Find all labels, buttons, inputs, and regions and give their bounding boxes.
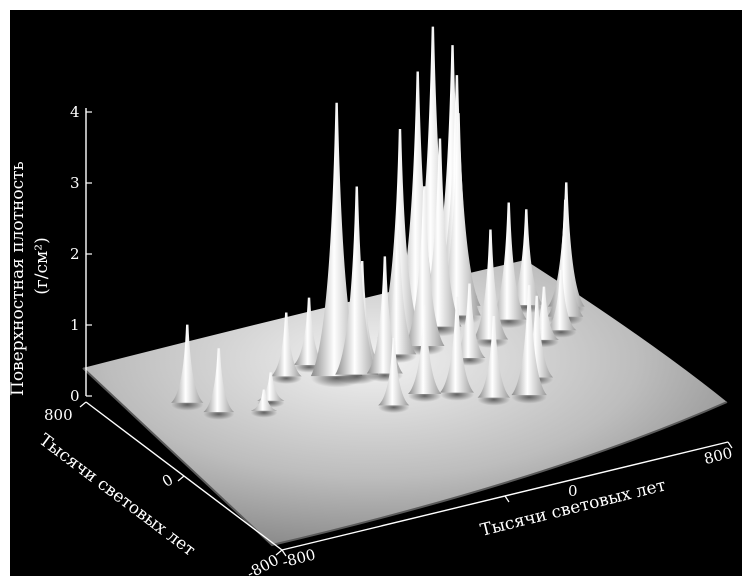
peak-spike: [270, 312, 302, 377]
z-tick-4: 4: [70, 103, 80, 121]
peak-spike: [529, 286, 559, 340]
density-peak: [203, 348, 235, 420]
peak-spike: [366, 256, 403, 374]
z-axis-label-line1: Поверхностная плотность: [10, 161, 28, 396]
peak-spike: [520, 295, 554, 378]
y-tick-800: 800: [44, 406, 73, 424]
density-peak: [250, 389, 278, 418]
peak-spike: [453, 283, 486, 359]
peak-spike: [203, 348, 235, 413]
z-tick-0: 0: [70, 387, 80, 405]
peak-spike: [171, 324, 204, 403]
peak-spike: [406, 26, 459, 308]
z-axis-ticks: [86, 111, 92, 397]
peak-spike: [511, 285, 547, 396]
y-axis-ticks: [79, 401, 283, 556]
peak-spike: [293, 297, 325, 366]
density-peak: [378, 337, 410, 414]
peak-spike: [250, 389, 278, 411]
peak-spike: [377, 128, 423, 339]
peak-spike: [418, 138, 462, 327]
peak-spike: [392, 71, 443, 324]
density-peak: [477, 316, 511, 406]
z-tick-2: 2: [70, 245, 80, 263]
peak-spike: [472, 229, 509, 340]
density-peak: [408, 305, 442, 402]
peak-spike: [477, 316, 511, 398]
density-peak: [440, 296, 474, 401]
figure: 0 1 2 3 4 Поверхностная плотность (г/см²…: [10, 10, 742, 576]
peaks-layer: [171, 26, 585, 420]
peak-spike: [335, 186, 379, 375]
surface-front-edge: [82, 367, 728, 547]
peak-spike: [490, 202, 527, 320]
peak-spike: [378, 337, 410, 406]
peak-spike: [436, 113, 481, 316]
peak-spike: [310, 102, 363, 377]
peak-spike: [509, 209, 544, 306]
peak-spike: [404, 186, 445, 347]
peak-spike: [408, 305, 442, 394]
peak-spike: [545, 269, 577, 331]
peak-spike: [547, 199, 584, 317]
density-peak: [270, 312, 302, 384]
density-peak: [472, 229, 509, 348]
z-tick-3: 3: [70, 174, 80, 192]
z-tick-1: 1: [70, 316, 80, 334]
density-peak: [511, 285, 547, 404]
surface-plot: 0 1 2 3 4 Поверхностная плотность (г/см²…: [10, 26, 734, 576]
peak-spike: [440, 296, 474, 393]
peak-spike: [257, 372, 285, 401]
x-tick-0: 0: [568, 482, 578, 500]
peak-spike: [379, 230, 417, 355]
z-axis-label-line2: (г/см²): [32, 237, 52, 294]
density-peak: [171, 324, 204, 411]
y-tick-0: 0: [159, 470, 176, 490]
x-axis-ticks: [281, 441, 733, 557]
